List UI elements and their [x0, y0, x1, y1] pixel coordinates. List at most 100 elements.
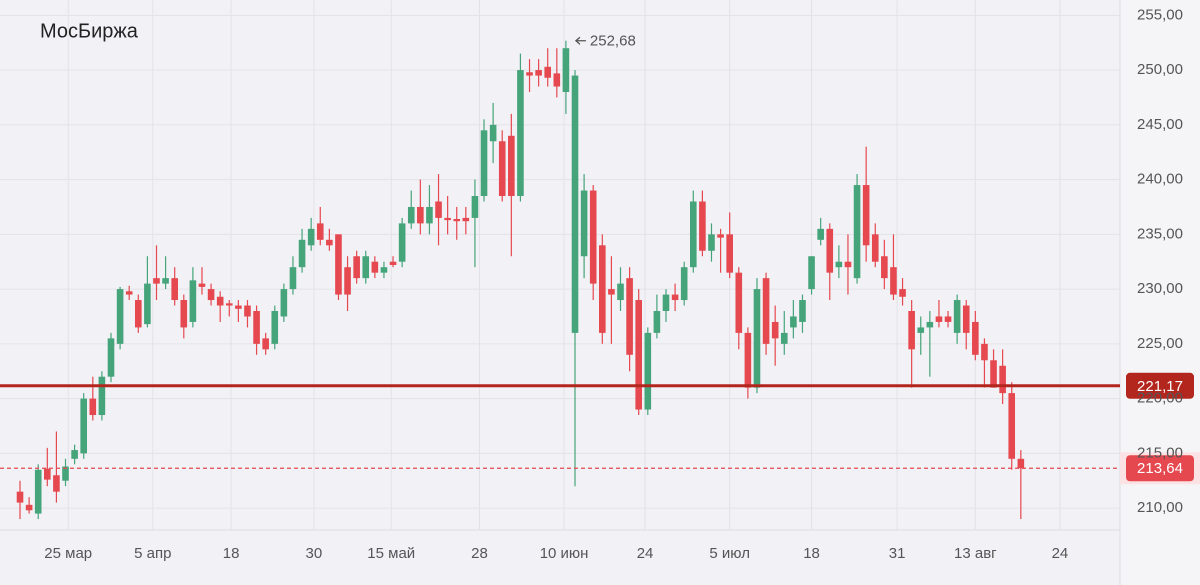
candle-body	[908, 310, 915, 350]
candle-body	[608, 289, 615, 295]
candle-body	[426, 206, 433, 224]
candle-body	[125, 291, 133, 295]
candle-body	[198, 283, 206, 287]
x-tick-label: 24	[1052, 545, 1069, 562]
annotation-arrow	[574, 36, 586, 45]
candle-body	[489, 124, 497, 142]
candle-body	[353, 256, 360, 279]
candle-body	[844, 261, 852, 268]
chart-title: МосБиржа	[40, 20, 139, 42]
x-tick-label: 18	[223, 545, 240, 562]
candle-body	[107, 338, 115, 377]
y-tick-label: 225,00	[1137, 335, 1183, 352]
candle-body	[80, 398, 88, 454]
x-tick-label: 31	[889, 545, 906, 562]
candle-body	[407, 206, 415, 224]
candle-body	[835, 261, 843, 268]
candle-body	[389, 261, 397, 265]
candle-body	[744, 332, 752, 388]
candle-body	[25, 504, 33, 511]
x-tick-label: 5 апр	[134, 545, 171, 562]
candle-body	[735, 272, 743, 333]
candle-body	[780, 332, 788, 344]
candle-body	[435, 201, 442, 218]
price-label-box	[1126, 455, 1194, 482]
candle-body	[635, 300, 643, 410]
candle-body	[881, 256, 888, 279]
grid	[0, 0, 1120, 530]
candle-body	[508, 135, 515, 197]
candle-body	[571, 75, 579, 333]
price-label-box	[1126, 372, 1194, 399]
candle-body	[480, 130, 488, 197]
candle-body	[235, 305, 242, 309]
candle-body	[462, 217, 470, 222]
candle-body	[790, 316, 797, 328]
candle-body	[589, 190, 597, 284]
candle-body	[44, 468, 51, 480]
candle-body	[153, 278, 160, 284]
annotation-label: 252,68	[590, 33, 636, 50]
candle-body	[972, 321, 979, 355]
candle-body	[417, 206, 424, 224]
candle-body	[53, 475, 60, 492]
y-tick-label: 255,00	[1137, 6, 1183, 23]
candle-body	[890, 267, 897, 295]
candle-body	[498, 141, 506, 197]
candle-body	[253, 310, 260, 344]
candle-body	[871, 234, 879, 262]
candle-body	[917, 327, 925, 333]
candle-body	[207, 289, 215, 301]
candle-body	[16, 491, 24, 503]
candle-body	[853, 185, 861, 279]
candle-body	[771, 321, 779, 339]
candle-body	[180, 300, 188, 328]
x-tick-label: 13 авг	[954, 545, 997, 562]
candle-body	[344, 267, 351, 295]
candle-body	[999, 365, 1006, 394]
candle-body	[553, 73, 561, 87]
candle-body	[990, 360, 997, 388]
candle-body	[280, 289, 288, 317]
y-tick-label: 210,00	[1137, 499, 1183, 516]
candle-body	[899, 289, 906, 297]
candle-body	[680, 267, 688, 301]
candle-body	[689, 201, 697, 268]
candle-body	[116, 289, 124, 344]
candle-body	[699, 201, 706, 251]
candle-body	[517, 70, 524, 197]
candle-body	[189, 280, 197, 322]
x-tick-label: 15 май	[367, 545, 415, 562]
candle-body	[926, 321, 934, 328]
candle-body	[244, 305, 251, 317]
candle-body	[599, 245, 606, 333]
candle-body	[535, 70, 542, 76]
candle-body	[562, 48, 570, 92]
candle-body	[453, 219, 461, 222]
candle-body	[626, 278, 633, 355]
x-tick-label: 28	[471, 545, 488, 562]
candle-body	[799, 300, 806, 322]
candle-body	[262, 338, 269, 350]
candle-body	[162, 278, 169, 284]
y-tick-label: 235,00	[1137, 225, 1183, 242]
candle-body	[808, 256, 815, 290]
price-label: 221,17	[1137, 378, 1183, 395]
candle-body	[1017, 458, 1025, 469]
candle-body	[34, 469, 42, 514]
y-tick-label: 240,00	[1137, 171, 1183, 188]
x-tick-label: 18	[803, 545, 820, 562]
x-tick-label: 5 июл	[709, 545, 750, 562]
candle-body	[298, 239, 306, 268]
candle-body	[144, 283, 151, 325]
candle-body	[398, 223, 406, 262]
candle-body	[717, 234, 724, 238]
candle-body	[981, 343, 988, 361]
overlays: 221,17 213,64 252,68	[0, 33, 1200, 485]
candle-body	[935, 316, 943, 322]
x-tick-label: 25 мар	[44, 545, 92, 562]
candle-body	[826, 228, 834, 273]
candle-body	[662, 294, 670, 311]
candle-body	[316, 223, 324, 240]
